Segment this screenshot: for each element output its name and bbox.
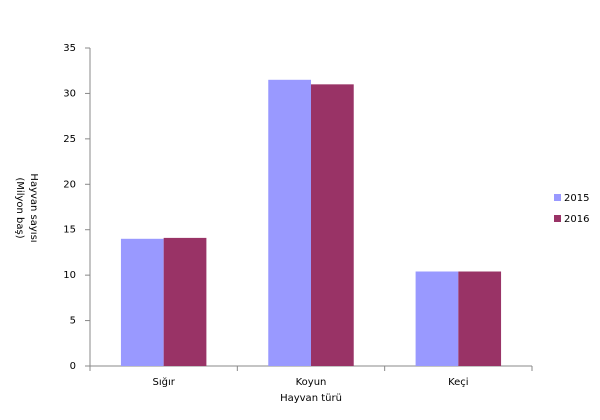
- legend-swatch: [554, 194, 561, 201]
- y-axis-label: (Milyon baş): [14, 177, 25, 238]
- bar: [163, 237, 207, 366]
- bar: [311, 84, 354, 366]
- bar: [268, 79, 311, 367]
- y-tick-label: 10: [63, 270, 76, 281]
- x-tick-label: Koyun: [296, 377, 327, 388]
- x-axis-label: Hayvan türü: [280, 393, 342, 404]
- legend-label: 2015: [564, 193, 589, 204]
- bar: [458, 271, 502, 366]
- y-axis-label: Hayvan sayısı: [28, 173, 39, 242]
- y-tick-label: 30: [63, 88, 76, 99]
- y-tick-label: 0: [70, 361, 76, 372]
- y-tick-label: 20: [63, 179, 76, 190]
- bar: [120, 238, 164, 366]
- x-tick-label: Sığır: [152, 376, 175, 388]
- y-tick-label: 5: [70, 316, 76, 327]
- x-tick-label: Keçi: [448, 377, 469, 388]
- legend-label: 2016: [564, 214, 589, 225]
- legend-swatch: [554, 215, 561, 222]
- y-tick-label: 15: [63, 225, 76, 236]
- y-tick-label: 25: [63, 134, 76, 145]
- bar: [415, 271, 459, 366]
- y-tick-label: 35: [63, 43, 76, 54]
